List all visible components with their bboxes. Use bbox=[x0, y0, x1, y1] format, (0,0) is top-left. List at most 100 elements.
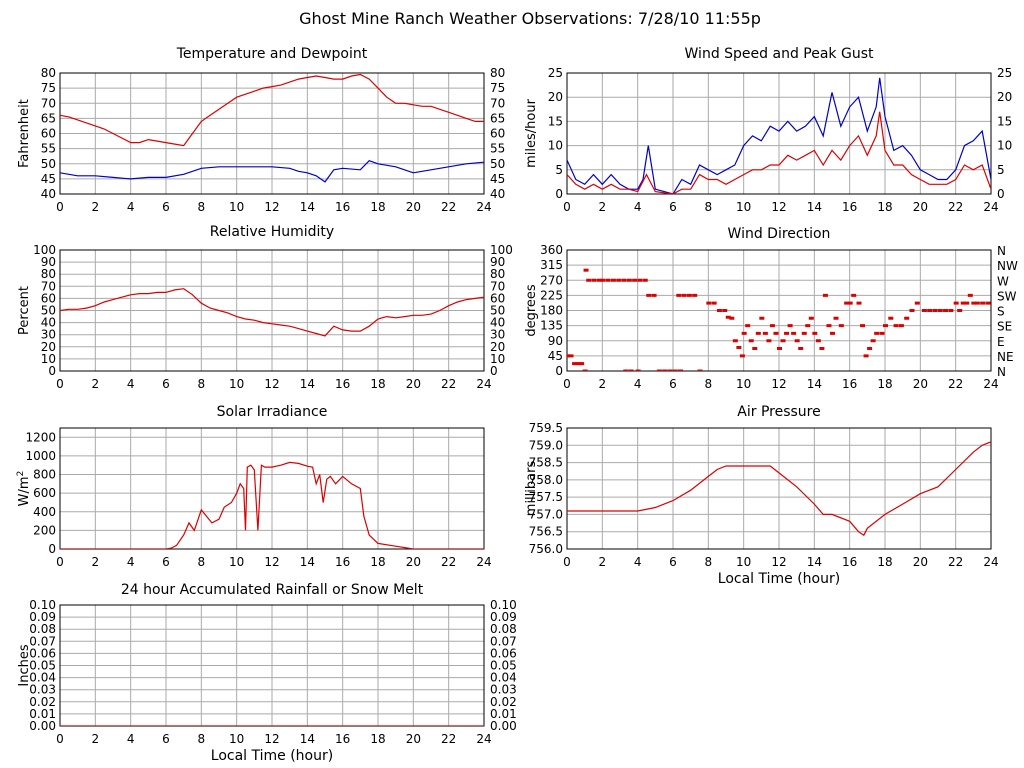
data-point bbox=[957, 309, 963, 312]
direction-label: NW bbox=[997, 259, 1018, 273]
y-tick-label-right: 20 bbox=[997, 90, 1012, 104]
y-tick-label: 10 bbox=[548, 139, 563, 153]
x-tick-label: 14 bbox=[807, 377, 822, 391]
x-tick-label: 10 bbox=[229, 200, 244, 214]
data-point bbox=[883, 324, 888, 328]
data-point bbox=[777, 346, 782, 350]
data-point bbox=[681, 293, 687, 297]
x-tick-label: 8 bbox=[705, 377, 713, 391]
data-point bbox=[833, 316, 839, 320]
x-tick-label: 10 bbox=[229, 555, 244, 569]
data-point bbox=[794, 339, 800, 343]
series-line bbox=[567, 111, 991, 194]
data-point bbox=[985, 301, 991, 305]
x-tick-label: 24 bbox=[476, 732, 491, 746]
plot-frame bbox=[566, 72, 992, 195]
data-point bbox=[739, 354, 745, 358]
y-tick-label: 0.06 bbox=[29, 646, 56, 660]
y-tick-label-right: 60 bbox=[490, 127, 505, 141]
y-tick-label-right: 55 bbox=[490, 142, 505, 156]
y-tick-label-right: 5 bbox=[997, 163, 1005, 177]
y-axis-label: degrees bbox=[524, 284, 539, 337]
x-tick-label: 18 bbox=[370, 555, 385, 569]
x-tick-label: 4 bbox=[634, 377, 642, 391]
y-axis-label-text: degrees bbox=[524, 284, 539, 337]
data-point bbox=[706, 301, 712, 305]
data-point bbox=[637, 278, 643, 282]
chart-title: Solar Irradiance bbox=[217, 404, 328, 420]
x-tick-label: 18 bbox=[877, 377, 892, 391]
data-point bbox=[838, 324, 844, 328]
data-point bbox=[879, 331, 885, 335]
data-point bbox=[967, 293, 973, 297]
y-tick-label: 10 bbox=[41, 352, 56, 366]
data-point bbox=[651, 293, 657, 297]
data-point bbox=[729, 316, 735, 320]
y-tick-label: 0.04 bbox=[29, 671, 56, 685]
x-tick-label: 6 bbox=[669, 555, 677, 569]
page-title: Ghost Mine Ranch Weather Observations: 7… bbox=[299, 9, 761, 28]
data-point bbox=[628, 369, 634, 371]
direction-label: W bbox=[997, 274, 1009, 288]
x-tick-label: 8 bbox=[198, 377, 206, 391]
y-tick-label-right: 25 bbox=[997, 66, 1012, 80]
data-point bbox=[943, 309, 949, 312]
y-tick-label: 40 bbox=[41, 187, 56, 201]
y-tick-label-right: 0.02 bbox=[490, 695, 517, 709]
x-tick-label: 6 bbox=[162, 555, 170, 569]
x-tick-label: 12 bbox=[264, 555, 279, 569]
x-tick-label: 0 bbox=[56, 200, 64, 214]
series-line bbox=[567, 441, 991, 537]
x-tick-label: 2 bbox=[599, 200, 607, 214]
y-tick-label-right: 45 bbox=[490, 172, 505, 186]
y-tick-label: 30 bbox=[41, 328, 56, 342]
x-tick-label: 14 bbox=[300, 200, 315, 214]
x-tick-label: 0 bbox=[563, 377, 571, 391]
x-tick-label: 20 bbox=[406, 200, 421, 214]
y-tick-label-right: 70 bbox=[490, 279, 505, 293]
x-tick-label: 8 bbox=[705, 200, 713, 214]
y-tick-label-right: 30 bbox=[490, 328, 505, 342]
data-point bbox=[716, 309, 722, 312]
data-point bbox=[662, 369, 668, 371]
y-tick-label: 55 bbox=[41, 142, 56, 156]
x-tick-label: 14 bbox=[300, 732, 315, 746]
y-axis-label-text: Percent bbox=[17, 286, 32, 335]
data-point bbox=[815, 339, 821, 343]
y-tick-label: 1000 bbox=[25, 449, 56, 463]
data-point bbox=[860, 324, 866, 328]
x-tick-label: 14 bbox=[300, 555, 315, 569]
plot-frame bbox=[59, 427, 485, 550]
data-point bbox=[914, 301, 920, 305]
y-axis-label-text: miles/hour bbox=[524, 98, 539, 167]
y-tick-label-right: 0.01 bbox=[490, 707, 517, 721]
data-point bbox=[621, 278, 627, 282]
data-point bbox=[980, 301, 986, 305]
y-tick-label: 90 bbox=[548, 334, 563, 348]
y-tick-label: 100 bbox=[33, 243, 56, 257]
data-point bbox=[646, 293, 652, 297]
y-tick-label-right: 0.00 bbox=[490, 719, 517, 733]
y-tick-label-right: 60 bbox=[490, 291, 505, 305]
data-point bbox=[736, 345, 742, 349]
x-tick-label: 20 bbox=[406, 732, 421, 746]
data-point bbox=[762, 331, 768, 335]
y-tick-label: 135 bbox=[540, 319, 563, 333]
plot-frame bbox=[566, 249, 992, 372]
x-tick-label: 6 bbox=[669, 377, 677, 391]
x-tick-label: 24 bbox=[983, 555, 998, 569]
x-tick-label: 20 bbox=[406, 377, 421, 391]
y-tick-label: 0 bbox=[555, 364, 563, 378]
data-point bbox=[863, 354, 869, 358]
x-tick-label: 22 bbox=[441, 732, 456, 746]
y-tick-label: 65 bbox=[41, 111, 56, 125]
y-tick-label: 757.5 bbox=[529, 490, 563, 504]
y-tick-label: 50 bbox=[41, 157, 56, 171]
x-tick-label: 24 bbox=[983, 200, 998, 214]
x-tick-label: 2 bbox=[92, 200, 100, 214]
data-point bbox=[787, 324, 793, 328]
x-axis-label: Local Time (hour) bbox=[718, 571, 840, 587]
data-point bbox=[616, 278, 622, 282]
data-point bbox=[909, 309, 915, 312]
